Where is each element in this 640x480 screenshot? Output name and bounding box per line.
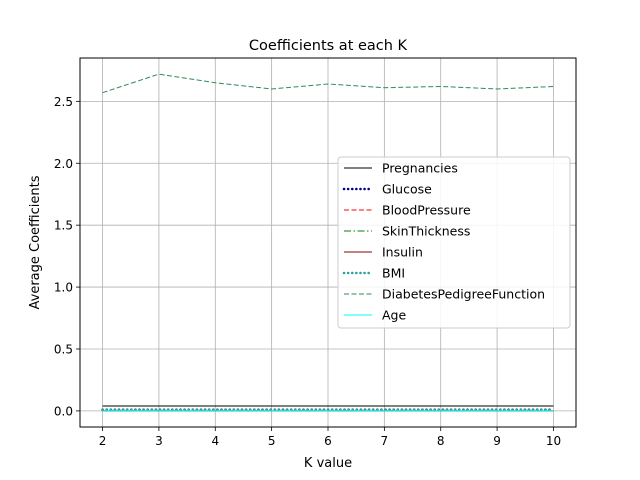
legend-box [337, 156, 571, 329]
chart-title: Coefficients at each K [249, 38, 408, 54]
legend: Pregnancies Glucose BloodPressure SkinThick… [337, 156, 571, 329]
series-line-diabetespedigreefunction [102, 73, 554, 94]
legend-label: BloodPressure [382, 203, 471, 218]
legend-label: Pregnancies [382, 161, 458, 176]
legend-label: Insulin [382, 245, 423, 260]
axis-ticks: 2 3 4 5 6 7 8 9 10 0.0 0.5 1.0 1.5 2.0 2.5 [54, 95, 561, 448]
y-tick-label: 0.5 [54, 342, 73, 356]
y-tick-label: 0.0 [54, 404, 73, 418]
y-tick-label: 2.5 [54, 95, 73, 109]
legend-label: SkinThickness [382, 224, 470, 239]
x-tick-label: 9 [493, 434, 501, 448]
x-tick-label: 3 [155, 434, 163, 448]
legend-label: DiabetesPedigreeFunction [382, 287, 545, 302]
x-tick-label: 8 [437, 434, 445, 448]
x-tick-label: 7 [381, 434, 389, 448]
legend-label: Glucose [382, 182, 432, 197]
series-lines [101, 73, 555, 412]
x-tick-label: 4 [211, 434, 219, 448]
y-tick-label: 2.0 [54, 157, 73, 171]
y-axis-label: Average Coefficients [28, 175, 43, 309]
x-axis-label: K value [304, 456, 352, 471]
x-tick-label: 2 [99, 434, 107, 448]
x-tick-label: 5 [268, 434, 276, 448]
legend-label: Age [382, 308, 406, 323]
y-tick-label: 1.0 [54, 281, 73, 295]
legend-label: BMI [382, 266, 405, 281]
x-tick-label: 6 [324, 434, 332, 448]
x-tick-label: 10 [546, 434, 561, 448]
y-tick-label: 1.5 [54, 219, 73, 233]
